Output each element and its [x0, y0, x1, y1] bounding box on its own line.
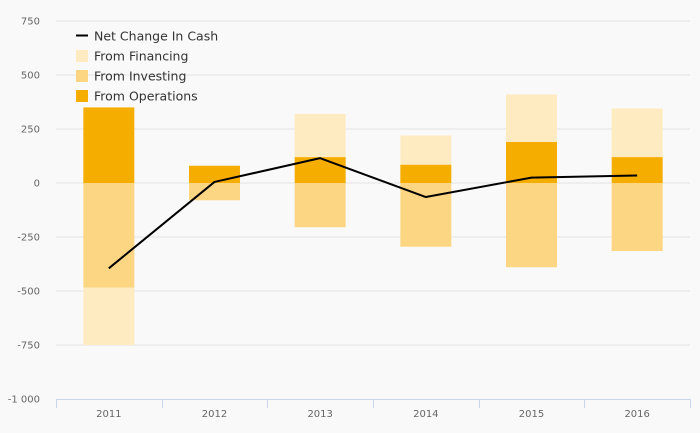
- bar-from-financing: [83, 287, 135, 345]
- x-tick-label: 2011: [96, 409, 121, 420]
- y-tick-label: -1 000: [8, 395, 40, 406]
- bar-from-financing: [400, 135, 452, 165]
- net-change-line-group: [108, 157, 638, 270]
- y-tick-label: -750: [17, 341, 40, 352]
- y-tick-label: -250: [17, 233, 40, 244]
- grid-lines: [56, 20, 690, 346]
- y-tick-label: 500: [21, 71, 40, 82]
- x-tick-label: 2012: [202, 409, 227, 420]
- x-tick-label: 2013: [307, 409, 332, 420]
- legend-label: From Investing: [94, 69, 186, 84]
- y-tick-label: -500: [17, 287, 40, 298]
- bar-from-operations: [294, 157, 346, 183]
- y-tick-label: 0: [34, 179, 40, 190]
- x-tick-label: 2016: [624, 409, 649, 420]
- legend-label: From Financing: [94, 49, 188, 64]
- bar-from-investing: [294, 183, 346, 228]
- x-axis: 2011 2012 2013 2014 2015 2016: [56, 399, 691, 420]
- bar-from-operations: [189, 165, 240, 183]
- bar-from-investing: [506, 183, 557, 268]
- y-tick-label: 750: [21, 17, 40, 28]
- bar-from-financing: [611, 108, 663, 158]
- y-tick-label: 250: [21, 125, 40, 136]
- bar-from-operations: [83, 107, 135, 183]
- bar-from-operations: [400, 164, 452, 183]
- legend-swatch: [76, 50, 88, 62]
- legend-label: Net Change In Cash: [94, 29, 218, 44]
- net-change-line: [108, 157, 638, 270]
- bar-from-investing: [83, 183, 135, 288]
- legend-swatch: [76, 90, 88, 102]
- legend: Net Change In Cash From Financing From Inv…: [76, 29, 218, 104]
- bar-from-investing: [400, 183, 452, 247]
- bar-from-financing: [506, 94, 557, 142]
- y-axis-labels: 750 500 250 0 -250 -500 -750 -1 000: [8, 17, 40, 406]
- x-tick-label: 2014: [413, 409, 438, 420]
- bar-from-investing: [189, 183, 240, 201]
- legend-swatch: [76, 70, 88, 82]
- bar-from-operations: [611, 157, 663, 183]
- bar-from-financing: [294, 113, 346, 158]
- x-tick-label: 2015: [519, 409, 544, 420]
- bar-from-operations: [506, 141, 557, 183]
- legend-label: From Operations: [94, 89, 198, 104]
- bar-from-investing: [611, 183, 663, 252]
